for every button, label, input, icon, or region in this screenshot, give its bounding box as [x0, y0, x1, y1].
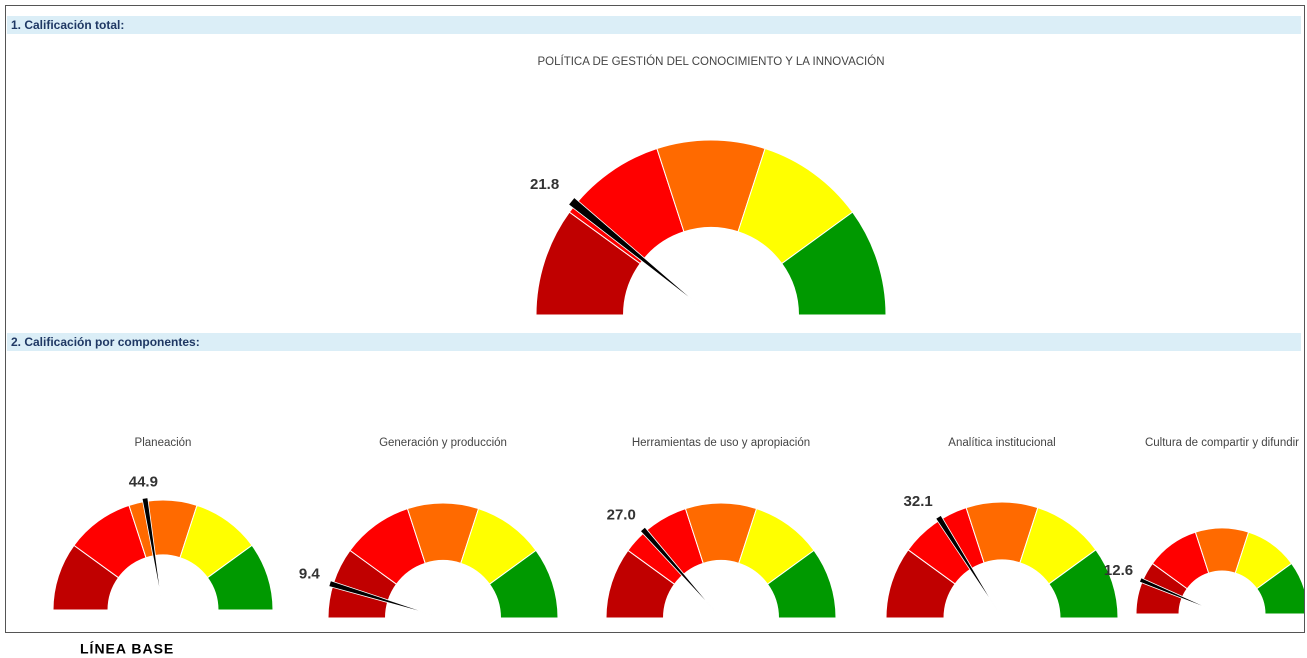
gauge-band [766, 549, 837, 619]
section-title: 2. Calificación por componentes: [11, 335, 200, 349]
value-label: 9.4 [299, 565, 321, 582]
value-label: 21.8 [530, 176, 559, 193]
section-bar [7, 333, 1301, 351]
gauge-needle [141, 497, 162, 602]
gauge-needle [568, 196, 701, 307]
gauge-title: Analítica institucional [948, 437, 1055, 449]
value-label: 12.6 [1104, 562, 1133, 579]
gauge-needle [328, 580, 435, 616]
section-bar [7, 16, 1301, 34]
footer: LÍNEA BASE [80, 641, 174, 657]
section-title: 1. Calificación total: [11, 18, 124, 32]
value-label: 32.1 [904, 493, 933, 510]
gauge-title: Cultura de compartir y difundir [1145, 437, 1299, 449]
gauge-title: Generación y producción [379, 437, 507, 449]
gauge-band [488, 549, 559, 619]
gauges: POLÍTICA DE GESTIÓN DEL CONOCIMIENTO Y L… [52, 55, 1304, 619]
gauge-band [1048, 549, 1119, 619]
gauge-needle [935, 514, 998, 611]
gauge-band [781, 211, 887, 316]
gauge-title: POLÍTICA DE GESTIÓN DEL CONOCIMIENTO Y L… [538, 55, 885, 68]
gauge-needle [639, 526, 716, 612]
gauge-title: Herramientas de uso y apropiación [632, 437, 810, 449]
gauge-band [1256, 562, 1304, 615]
value-label: 27.0 [607, 506, 636, 523]
gauge-needle [1138, 577, 1216, 612]
gauge-band [206, 544, 274, 611]
value-label: 44.9 [129, 473, 158, 490]
gauge-title: Planeación [135, 437, 192, 449]
